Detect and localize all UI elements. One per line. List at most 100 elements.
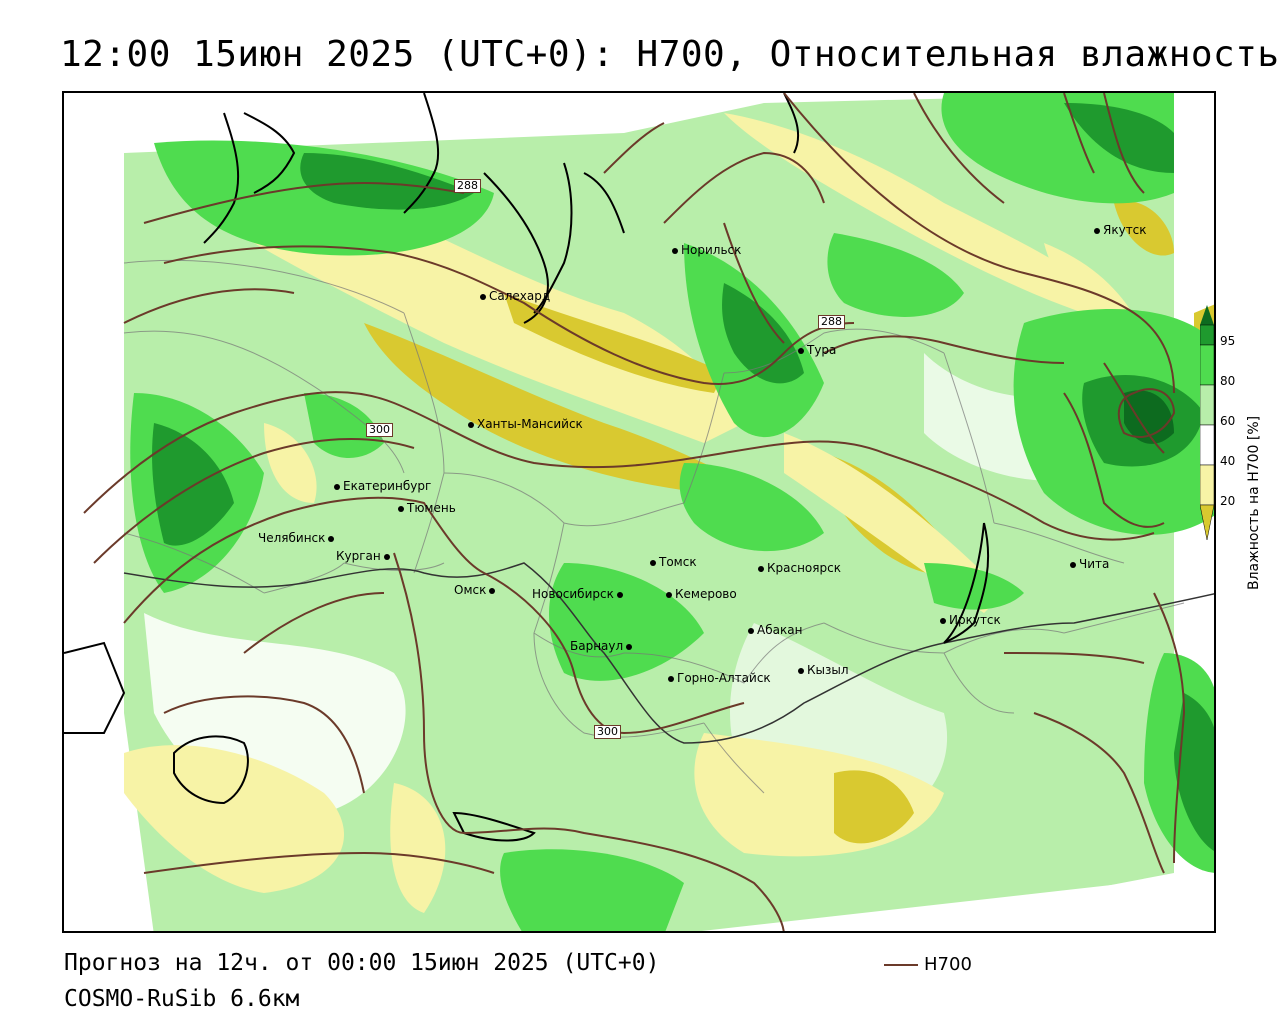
city-dot-icon (940, 617, 946, 624)
city-label: Абакан (757, 623, 803, 637)
city-label: Барнаул (570, 639, 624, 653)
city-label: Горно-Алтайск (677, 671, 771, 685)
colorbar-min-arrow (1200, 504, 1214, 541)
city-label: Курган (336, 549, 381, 563)
map-area: 288 288 300 300 Якутск Норильск Салехард… (62, 91, 1216, 933)
city-dot-icon (398, 505, 404, 512)
city-dot-icon (798, 347, 804, 354)
dry-band-light (724, 113, 1104, 313)
city-marker: Красноярск (758, 561, 841, 575)
city-dot-icon (758, 565, 764, 572)
moist-region-darkest (1124, 390, 1174, 444)
moist-region-dark (300, 153, 474, 210)
city-dot-icon (626, 643, 633, 650)
humidity-field (64, 93, 1214, 931)
city-label: Новосибирск (532, 587, 614, 601)
admin-borders (123, 259, 1185, 794)
model-name: COSMO-RuSib 6.6км (64, 986, 300, 1012)
city-marker: Екатеринбург (334, 479, 431, 493)
city-label: Салехард (489, 289, 551, 303)
city-dot-icon (668, 675, 674, 682)
city-dot-icon (672, 247, 678, 254)
city-dot-icon (468, 421, 474, 428)
map-title: 12:00 15июн 2025 (UTC+0): H700, Относите… (60, 34, 1280, 75)
city-dot-icon (748, 627, 754, 634)
dry-zone-white (64, 93, 284, 213)
city-dot-icon (328, 535, 335, 542)
colorbar-tick: 60 (1220, 414, 1236, 428)
city-label: Якутск (1103, 223, 1147, 237)
city-label: Томск (659, 555, 697, 569)
moist-region-mid (549, 563, 704, 681)
city-marker: Чита (1070, 557, 1109, 571)
moist-region-mid (679, 463, 824, 552)
colorbar-label: Влажность на H700 [%] (1246, 415, 1262, 590)
dry-band-light (264, 423, 317, 503)
isoline-label: 300 (366, 423, 393, 437)
city-marker: Кызыл (798, 663, 849, 677)
forecast-info: Прогноз на 12ч. от 00:00 15июн 2025 (UTC… (64, 950, 660, 976)
city-marker: Ханты-Мансийск (468, 417, 583, 431)
city-marker: Иркутск (940, 613, 1001, 627)
colorbar-tick: 20 (1220, 494, 1236, 508)
national-border (123, 562, 1214, 744)
isoline-swatch (884, 964, 918, 966)
city-label: Тура (807, 343, 837, 357)
city-label: Норильск (681, 243, 742, 257)
city-dot-icon (616, 591, 623, 598)
city-marker: Тура (798, 343, 836, 357)
city-dot-icon (480, 293, 486, 300)
city-marker: Абакан (748, 623, 802, 637)
city-marker: Томск (650, 555, 697, 569)
city-label: Красноярск (767, 561, 841, 575)
dry-band-dark (364, 323, 724, 493)
city-dot-icon (489, 587, 496, 594)
coastline (64, 93, 990, 842)
city-dot-icon (798, 667, 804, 674)
moist-region-dark (1174, 693, 1214, 851)
city-label: Кызыл (807, 663, 849, 677)
moist-region-dark (152, 423, 234, 546)
dry-band-dark (504, 293, 724, 393)
colorbar-tick: 80 (1220, 374, 1236, 388)
city-label: Тюмень (407, 501, 456, 515)
h700-isolines (83, 93, 1186, 931)
isoline-label: 300 (594, 725, 621, 739)
city-label: Ханты-Мансийск (477, 417, 583, 431)
city-marker: Барнаул (570, 639, 635, 653)
moist-region-mid (500, 849, 684, 931)
city-marker: Горно-Алтайск (668, 671, 771, 685)
city-label: Омск (454, 583, 487, 597)
isoline-legend: H700 (884, 954, 972, 975)
city-dot-icon (1070, 561, 1076, 568)
city-marker: Новосибирск (532, 587, 626, 601)
dry-zone-white (701, 873, 1214, 931)
city-dot-icon (1094, 227, 1100, 234)
moist-region-dark (722, 283, 804, 384)
city-label: Чита (1079, 557, 1110, 571)
city-marker: Курган (336, 549, 393, 563)
city-marker: Кемерово (666, 587, 737, 601)
city-dot-icon (650, 559, 656, 566)
city-label: Кемерово (675, 587, 737, 601)
dry-band-dark (834, 770, 914, 844)
city-dot-icon (666, 591, 672, 598)
city-marker: Челябинск (258, 531, 337, 545)
moist-region-mid (924, 563, 1024, 610)
isoline-label: 288 (818, 315, 845, 329)
city-marker: Тюмень (398, 501, 456, 515)
isoline-legend-label: H700 (924, 954, 972, 975)
dry-band-light (390, 783, 446, 913)
moist-region-mid (304, 393, 384, 458)
city-label: Екатеринбург (343, 479, 432, 493)
city-label: Иркутск (949, 613, 1001, 627)
city-marker: Норильск (672, 243, 741, 257)
colorbar-tick: 95 (1220, 334, 1236, 348)
city-label: Челябинск (258, 531, 326, 545)
city-dot-icon (334, 483, 340, 490)
dry-zone-white (64, 653, 124, 931)
city-dot-icon (383, 553, 390, 560)
dry-band-dark (1114, 201, 1174, 256)
city-marker: Якутск (1094, 223, 1147, 237)
city-marker: Омск (454, 583, 498, 597)
